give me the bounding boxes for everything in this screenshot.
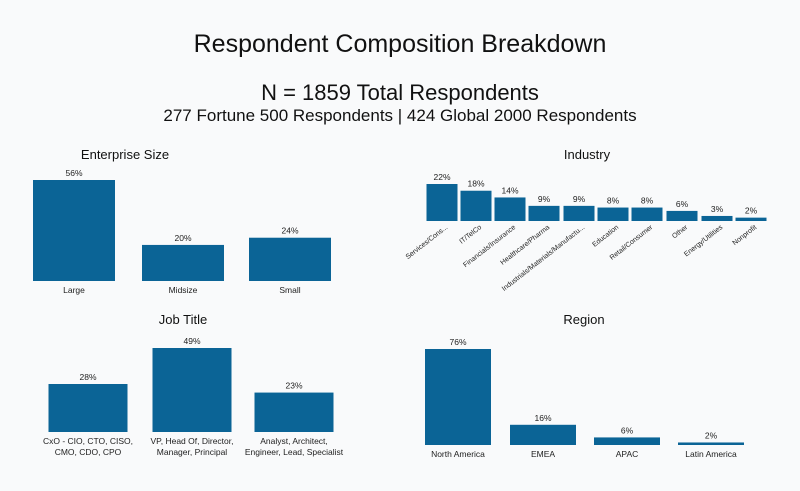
industry-bar-healthcare-pharma — [528, 205, 560, 221]
industry-bar-it-telco — [460, 190, 492, 221]
industry-category-label: Education — [591, 224, 620, 249]
region-value-label: 6% — [621, 425, 634, 435]
job-title-bar-analyst-architect-engineer-lead-specialist — [254, 392, 334, 432]
region-category-label: Latin America — [685, 449, 737, 459]
region-chart: Region 76% North America 16% EMEA 6% APAC 2% Lat… — [425, 312, 744, 459]
chart-title: Respondent Composition Breakdown — [193, 30, 607, 58]
industry-bar-nonprofit — [735, 217, 767, 221]
industry-category-label: Services/Cons... — [405, 224, 450, 261]
industry-value-label: 18% — [467, 179, 484, 189]
enterprise-size-value-label: 24% — [281, 226, 298, 236]
region-category-label: EMEA — [531, 449, 555, 459]
industry-value-label: 9% — [573, 194, 586, 204]
region-bar-latin-america — [678, 442, 744, 445]
enterprise-size-bar-midsize — [142, 244, 224, 281]
job-title-category-label-line: Manager, Principal — [157, 447, 228, 457]
job-title-chart: Job Title 28% CxO - CIO, CTO, CISO, CMO, CD… — [43, 312, 344, 457]
enterprise-size-value-label: 20% — [174, 233, 191, 243]
industry-bar-other — [666, 210, 698, 221]
industry-bar-financials-insurance — [494, 197, 526, 221]
industry-bar-services-cons — [426, 184, 458, 221]
enterprise-size-category-label: Small — [279, 285, 300, 295]
industry-chart: Industry 22% Services/Cons... 18% IT/TelCo 14… — [405, 147, 767, 293]
respondent-breakdown: 277 Fortune 500 Respondents | 424 Global… — [163, 106, 637, 125]
job-title-value-label: 23% — [285, 381, 302, 391]
enterprise-size-bar-small — [249, 237, 331, 281]
enterprise-size-category-label: Midsize — [169, 285, 198, 295]
job-title-category-label-line: Engineer, Lead, Specialist — [245, 447, 344, 457]
industry-category-label: IT/TelCo — [458, 224, 483, 246]
job-title-category-label-line: VP, Head Of, Director, — [151, 436, 234, 446]
industry-value-label: 3% — [711, 204, 724, 214]
region-category-label: North America — [431, 449, 485, 459]
enterprise-size-panel-title: Enterprise Size — [81, 147, 169, 162]
region-category-label: APAC — [616, 449, 639, 459]
industry-panel-title: Industry — [564, 147, 611, 162]
industry-value-label: 14% — [501, 185, 518, 195]
industry-value-label: 9% — [538, 194, 551, 204]
industry-value-label: 8% — [607, 196, 620, 206]
job-title-category-label-line: CMO, CDO, CPO — [55, 447, 122, 457]
enterprise-size-category-label: Large — [63, 285, 85, 295]
region-bar-emea — [510, 424, 576, 445]
region-value-label: 76% — [449, 337, 466, 347]
job-title-value-label: 28% — [79, 372, 96, 382]
total-respondents: N = 1859 Total Respondents — [261, 80, 539, 105]
industry-category-label: Nonprofit — [732, 224, 759, 247]
industry-category-label: Other — [671, 224, 690, 241]
region-panel-title: Region — [563, 312, 604, 327]
region-bar-apac — [594, 437, 660, 445]
industry-bar-industrials-materials-manufactu — [563, 205, 595, 221]
industry-value-label: 8% — [641, 196, 654, 206]
enterprise-size-value-label: 56% — [65, 168, 82, 178]
industry-value-label: 2% — [745, 206, 758, 216]
region-value-label: 16% — [534, 413, 551, 423]
job-title-bar-vp-head-of-director-manager-principal — [152, 348, 232, 432]
industry-category-label: Energy/Utilities — [683, 224, 724, 259]
job-title-category-label: CxO - CIO, CTO, CISO, CMO, CDO, CPO — [43, 436, 133, 457]
enterprise-size-bar-large — [33, 180, 115, 281]
job-title-category-label-line: CxO - CIO, CTO, CISO, — [43, 436, 133, 446]
job-title-value-label: 49% — [183, 336, 200, 346]
industry-bar-energy-utilities — [701, 215, 733, 221]
industry-value-label: 6% — [676, 199, 689, 209]
job-title-category-label: VP, Head Of, Director, Manager, Principal — [151, 436, 234, 457]
job-title-bar-cxo-cio-cto-ciso-cmo-cdo-cpo — [48, 384, 128, 432]
region-bar-north-america — [425, 349, 491, 445]
job-title-category-label-line: Analyst, Architect, — [260, 436, 328, 446]
job-title-panel-title: Job Title — [159, 312, 207, 327]
job-title-category-label: Analyst, Architect, Engineer, Lead, Speci… — [245, 436, 344, 457]
region-value-label: 2% — [705, 430, 718, 440]
industry-value-label: 22% — [433, 172, 450, 182]
industry-bar-retail-consumer — [631, 207, 663, 221]
enterprise-size-chart: Enterprise Size 56% Large 20% Midsize 24% Smal… — [33, 147, 331, 295]
industry-bar-education — [597, 207, 629, 221]
